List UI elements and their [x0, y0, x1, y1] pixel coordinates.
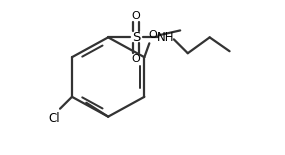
- Text: NH: NH: [157, 31, 175, 44]
- Text: O: O: [148, 30, 157, 40]
- Text: Cl: Cl: [48, 112, 60, 125]
- Text: O: O: [132, 54, 141, 64]
- Text: S: S: [132, 31, 140, 44]
- Text: O: O: [132, 11, 141, 21]
